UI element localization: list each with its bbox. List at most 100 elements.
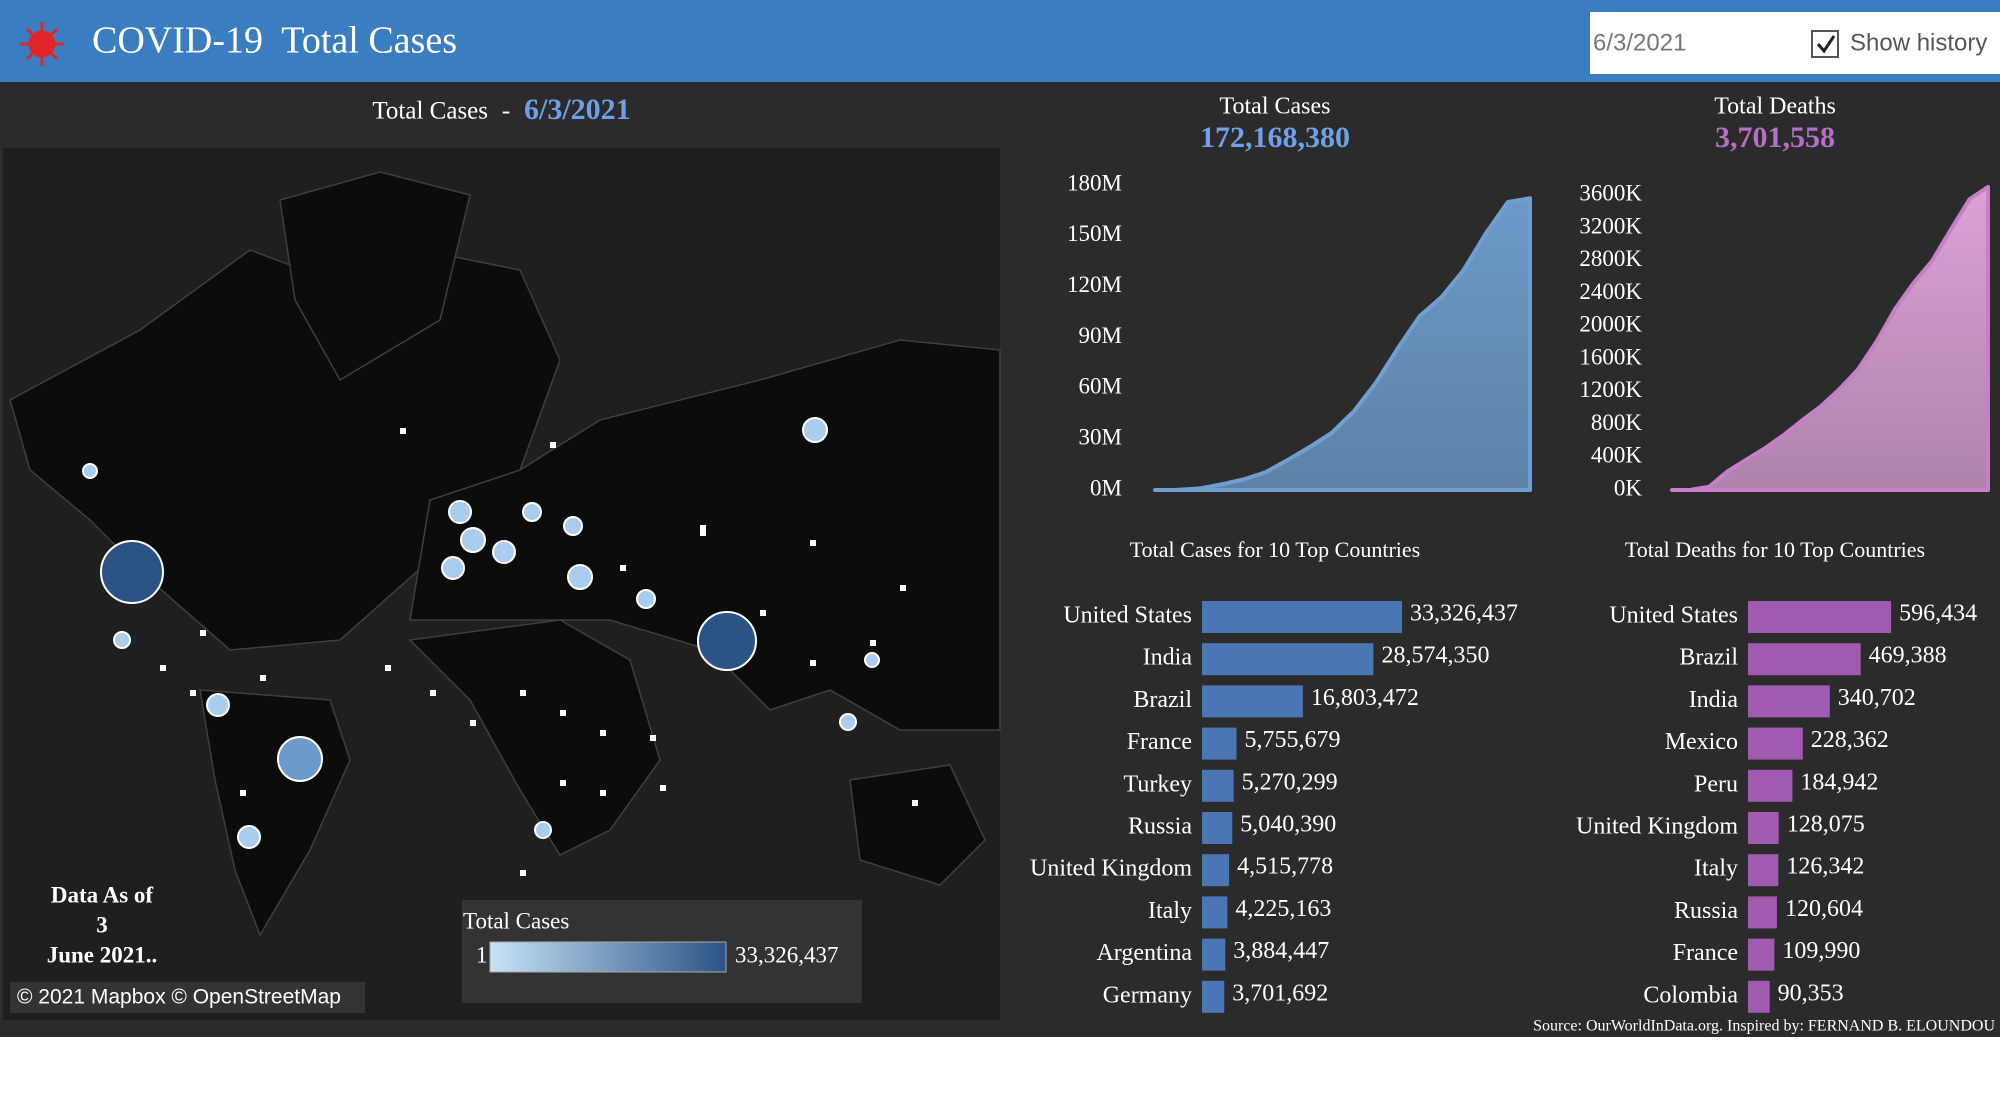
value-label: 3,884,447 [1233, 938, 1329, 964]
y-tick-label: 150M [1067, 221, 1122, 246]
map-title: Total Cases [372, 98, 488, 125]
value-label: 33,326,437 [1410, 601, 1518, 627]
category-label: India [1689, 687, 1739, 713]
legend-title: Total Cases [463, 908, 569, 933]
category-label: Brazil [1133, 687, 1192, 713]
bar [1748, 854, 1779, 887]
value-label: 16,803,472 [1311, 685, 1419, 711]
map-bubbles [82, 417, 880, 849]
category-label: France [1127, 729, 1192, 755]
category-label: France [1673, 940, 1738, 966]
y-tick-label: 30M [1079, 424, 1122, 449]
bar [1202, 938, 1226, 971]
map-dots [160, 428, 918, 876]
category-label: United Kingdom [1576, 814, 1738, 840]
attribution-box [10, 982, 365, 1013]
y-tick-label: 180M [1067, 170, 1122, 195]
y-tick-label: 90M [1079, 323, 1122, 348]
source-note: Source: OurWorldInData.org. Inspired by:… [1533, 1018, 1995, 1035]
check-mark [1816, 35, 1836, 54]
bar [1748, 980, 1770, 1013]
value-label: 596,434 [1899, 601, 1977, 627]
bar [1748, 727, 1803, 760]
chart-title: Total Cases [1220, 94, 1331, 120]
value-label: 28,574,350 [1381, 643, 1489, 669]
bar [1202, 854, 1230, 887]
attribution[interactable]: © 2021 Mapbox © OpenStreetMap [17, 986, 341, 1009]
y-tick-label: 60M [1079, 374, 1122, 399]
bar [1202, 727, 1237, 760]
header-title: COVID-19 Total Cases [92, 20, 457, 62]
category-label: Argentina [1096, 940, 1192, 966]
checkbox-label[interactable]: Show history [1850, 29, 1987, 56]
chart-title: Total Deaths for 10 Top Countries [1625, 537, 1925, 562]
y-tick-label: 2400K [1579, 279, 1642, 304]
y-tick-label: 3600K [1579, 181, 1642, 206]
bar [1748, 685, 1830, 718]
value-label: 4,225,163 [1235, 896, 1331, 922]
bar [1748, 938, 1775, 971]
value-label: 184,942 [1800, 769, 1878, 795]
value-label: 228,362 [1811, 727, 1889, 753]
value-label: 109,990 [1782, 938, 1860, 964]
chart-title: Total Deaths [1714, 94, 1836, 120]
value-label: 340,702 [1838, 685, 1916, 711]
y-tick-label: 2000K [1579, 312, 1642, 337]
legend-min: 1 [476, 942, 488, 967]
value-label: 5,755,679 [1245, 727, 1341, 753]
category-label: Russia [1674, 898, 1738, 924]
as-of-line: 3 [96, 912, 108, 937]
bar [1202, 769, 1234, 802]
category-label: India [1143, 645, 1193, 671]
category-label: Peru [1694, 771, 1738, 797]
bar [1202, 601, 1402, 633]
kpi-total: 172,168,380 [1200, 121, 1350, 154]
category-label: Italy [1148, 898, 1192, 924]
category-label: Colombia [1643, 982, 1738, 1008]
legend-gradient [489, 941, 727, 973]
area [1670, 184, 1990, 492]
bar [1748, 643, 1861, 676]
area [1153, 196, 1532, 492]
as-of-line: June 2021.. [47, 942, 158, 967]
category-label: Russia [1128, 814, 1192, 840]
y-tick-label: 3200K [1579, 213, 1642, 238]
value-label: 5,270,299 [1242, 769, 1338, 795]
y-tick-label: 120M [1067, 272, 1122, 297]
value-label: 3,701,692 [1232, 980, 1328, 1006]
virus-icon [20, 22, 64, 66]
value-label: 5,040,390 [1240, 812, 1336, 838]
bar [1202, 685, 1303, 718]
y-tick-label: 1600K [1579, 344, 1642, 369]
value-label: 90,353 [1778, 980, 1844, 1006]
y-tick-label: 800K [1591, 410, 1643, 435]
category-label: Mexico [1665, 729, 1738, 755]
value-label: 469,388 [1869, 643, 1947, 669]
y-tick-label: 400K [1591, 443, 1643, 468]
bar [1202, 812, 1233, 844]
map-title-separator: - [502, 98, 510, 125]
category-label: Turkey [1124, 771, 1192, 797]
checkbox[interactable] [1811, 30, 1839, 58]
date-input[interactable] [1590, 12, 2000, 74]
bar [1202, 643, 1374, 676]
y-tick-label: 0M [1090, 475, 1122, 500]
bar [1748, 812, 1779, 844]
bar [1748, 896, 1777, 929]
as-of-line: Data As of [51, 882, 154, 907]
category-label: United Kingdom [1030, 856, 1192, 882]
map-date: 6/3/2021 [524, 93, 631, 126]
value-label: 4,515,778 [1237, 854, 1333, 880]
category-label: Italy [1694, 856, 1738, 882]
bar [1748, 769, 1793, 802]
chart-title: Total Cases for 10 Top Countries [1130, 537, 1420, 562]
y-tick-label: 1200K [1579, 377, 1642, 402]
category-label: United States [1063, 603, 1192, 629]
date-input-value: 6/3/2021 [1593, 29, 1686, 56]
value-label: 128,075 [1787, 812, 1865, 838]
bar [1748, 601, 1892, 633]
y-tick-label: 2800K [1579, 246, 1642, 271]
value-label: 126,342 [1786, 854, 1864, 880]
